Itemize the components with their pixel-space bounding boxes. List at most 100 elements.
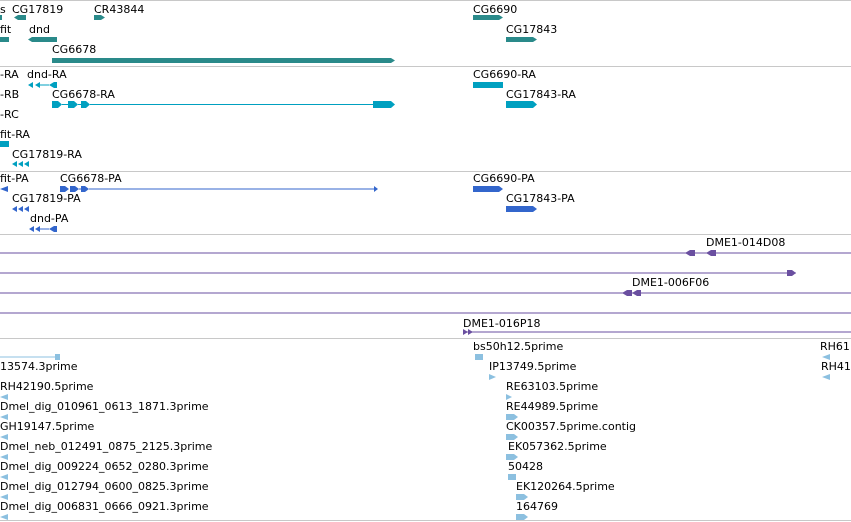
est-feature[interactable] [475, 354, 483, 360]
protein-feature[interactable] [81, 186, 89, 192]
protein-feature[interactable] [49, 226, 57, 232]
transcript-label[interactable]: CG6690-RA [473, 68, 536, 81]
est-feature[interactable] [822, 374, 830, 380]
clone-end[interactable] [622, 290, 632, 296]
transcript-feature[interactable] [81, 101, 90, 108]
clone-end[interactable] [685, 250, 695, 256]
est-label[interactable]: RH42190.5prime [0, 380, 94, 393]
est-label[interactable]: RH41 [821, 360, 851, 373]
gene-label[interactable]: CG6678 [52, 43, 97, 56]
clone-end[interactable] [632, 290, 641, 296]
protein-feature[interactable] [24, 206, 29, 212]
protein-feature[interactable] [29, 226, 34, 232]
gene-feature[interactable] [94, 15, 105, 20]
transcript-feature[interactable] [473, 82, 503, 88]
transcript-label[interactable]: CG17843-RA [506, 88, 576, 101]
est-feature[interactable] [822, 354, 830, 360]
transcript-feature[interactable] [24, 161, 29, 167]
transcript-feature[interactable] [28, 82, 33, 88]
est-label[interactable]: Dmel_dig_006831_0666_0921.3prime [0, 500, 209, 513]
clone-end[interactable] [463, 329, 468, 335]
est-label[interactable]: Dmel_dig_012794_0600_0825.3prime [0, 480, 209, 493]
est-feature[interactable] [506, 454, 518, 460]
transcript-feature[interactable] [506, 101, 537, 108]
est-feature[interactable] [0, 494, 8, 500]
transcript-label[interactable]: CG6678-RA [52, 88, 115, 101]
gene-label[interactable]: CG17843 [506, 23, 558, 36]
est-feature[interactable] [55, 354, 60, 360]
gene-feature[interactable] [473, 15, 503, 20]
est-label[interactable]: 164769 [516, 500, 558, 513]
protein-feature[interactable] [506, 206, 537, 212]
transcript-label[interactable]: -RC [0, 108, 19, 121]
protein-feature[interactable] [18, 206, 23, 212]
gene-feature[interactable] [52, 58, 395, 63]
est-label[interactable]: EK057362.5prime [508, 440, 607, 453]
est-feature[interactable] [516, 494, 528, 500]
protein-feature[interactable] [0, 186, 8, 192]
est-label[interactable]: IP13749.5prime [489, 360, 577, 373]
est-feature[interactable] [506, 394, 512, 400]
gene-label[interactable]: CG17819 [12, 3, 64, 16]
transcript-feature[interactable] [18, 161, 23, 167]
transcript-feature[interactable] [52, 101, 62, 108]
est-feature[interactable] [0, 514, 8, 520]
transcript-label[interactable]: CG17819-RA [12, 148, 82, 161]
est-feature[interactable] [0, 474, 8, 480]
protein-feature[interactable] [60, 186, 69, 192]
protein-label[interactable]: fit-PA [0, 172, 29, 185]
transcript-feature[interactable] [35, 82, 40, 88]
protein-feature[interactable] [35, 226, 40, 232]
protein-label[interactable]: CG17819-PA [12, 192, 81, 205]
protein-label[interactable]: dnd-PA [30, 212, 69, 225]
est-label[interactable]: Dmel_neb_012491_0875_2125.3prime [0, 440, 213, 453]
clone-end[interactable] [706, 250, 716, 256]
gene-label[interactable]: CR43844 [94, 3, 145, 16]
est-feature[interactable] [516, 514, 528, 520]
transcript-feature[interactable] [373, 101, 395, 108]
transcript-feature[interactable] [12, 161, 17, 167]
protein-label[interactable]: CG17843-PA [506, 192, 575, 205]
gene-feature[interactable] [506, 37, 537, 42]
est-feature[interactable] [506, 434, 518, 440]
est-label[interactable]: CK00357.5prime.contig [506, 420, 637, 433]
protein-feature[interactable] [70, 186, 79, 192]
transcript-label[interactable]: fit-RA [0, 128, 30, 141]
est-feature[interactable] [489, 374, 496, 380]
est-label[interactable]: Dmel_dig_010961_0613_1871.3prime [0, 400, 209, 413]
gene-feature[interactable] [0, 15, 2, 20]
transcript-feature[interactable] [0, 141, 9, 147]
gene-label[interactable]: CG6690 [473, 3, 518, 16]
transcript-label[interactable]: dnd-RA [27, 68, 67, 81]
gene-label[interactable]: dnd [29, 23, 50, 36]
protein-feature[interactable] [12, 206, 17, 212]
est-label[interactable]: Dmel_dig_009224_0652_0280.3prime [0, 460, 209, 473]
transcript-label[interactable]: -RB [0, 88, 20, 101]
est-label[interactable]: 13574.3prime [0, 360, 78, 373]
est-label[interactable]: 50428 [508, 460, 543, 473]
transcript-feature[interactable] [68, 101, 78, 108]
est-label[interactable]: bs50h12.5prime [473, 340, 564, 353]
est-label[interactable]: EK120264.5prime [516, 480, 615, 493]
est-feature[interactable] [0, 434, 8, 440]
gene-feature[interactable] [14, 15, 26, 20]
gene-label[interactable]: fit [0, 23, 12, 36]
est-label[interactable]: RE63103.5prime [506, 380, 599, 393]
clone-end[interactable] [787, 270, 796, 276]
gene-feature[interactable] [28, 37, 57, 42]
est-label[interactable]: RH61 [820, 340, 850, 353]
clone-label[interactable]: DME1-016P18 [463, 317, 541, 330]
clone-label[interactable]: DME1-014D08 [706, 236, 786, 249]
transcript-label[interactable]: -RA [0, 68, 19, 81]
est-feature[interactable] [506, 414, 518, 420]
protein-label[interactable]: CG6690-PA [473, 172, 535, 185]
est-feature[interactable] [0, 394, 8, 400]
transcript-feature[interactable] [49, 82, 57, 88]
est-feature[interactable] [508, 474, 516, 480]
protein-label[interactable]: CG6678-PA [60, 172, 122, 185]
est-feature[interactable] [0, 414, 8, 420]
est-label[interactable]: GH19147.5prime [0, 420, 95, 433]
clone-end[interactable] [468, 329, 473, 335]
gene-feature[interactable] [0, 37, 9, 42]
protein-feature[interactable] [374, 186, 378, 192]
